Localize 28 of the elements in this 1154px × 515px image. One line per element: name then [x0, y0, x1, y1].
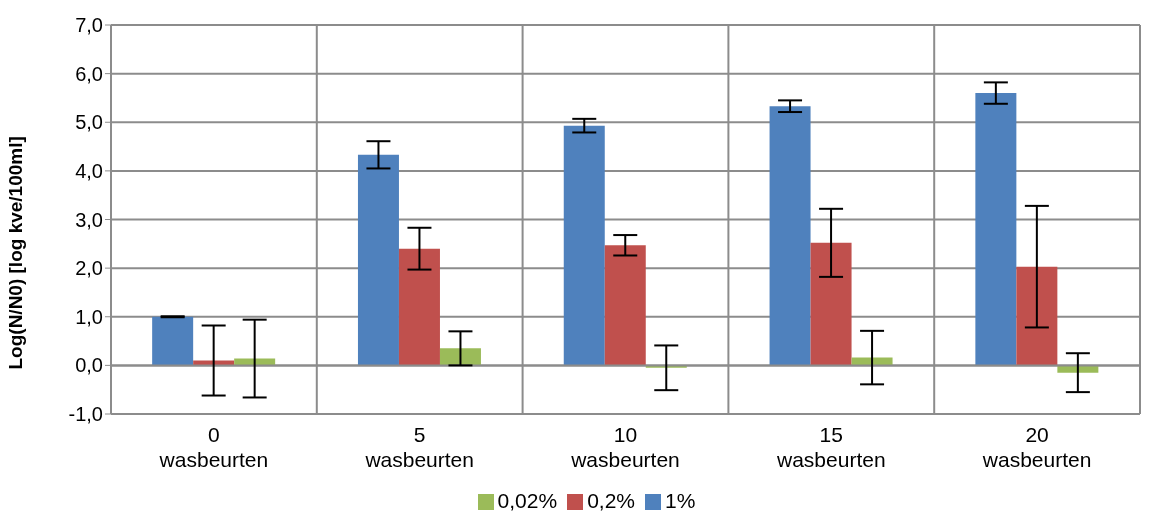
x-tick-label: 15 wasbeurten [776, 423, 886, 471]
bar [810, 242, 852, 366]
y-axis-title: Log(N/N0) [log kve/100ml] [4, 136, 26, 370]
y-tick-label: 6,0 [75, 62, 103, 85]
y-tick-label: 0,0 [75, 354, 103, 377]
bar [398, 248, 440, 366]
legend-label: 1% [665, 489, 696, 512]
legend-label: 0,02% [497, 489, 558, 512]
legend-label: 0,2% [587, 489, 636, 512]
y-tick-label: 3,0 [75, 208, 103, 231]
bar [769, 106, 811, 366]
bar [563, 125, 605, 366]
y-tick-label: 5,0 [75, 111, 103, 134]
x-tick-label: 20 wasbeurten [981, 423, 1092, 471]
y-tick-label: 2,0 [75, 257, 103, 280]
bar [1057, 365, 1099, 373]
bar [357, 154, 399, 366]
x-tick-label: 10 wasbeurten [570, 423, 680, 471]
y-tick-label: 7,0 [75, 14, 103, 37]
bar [1016, 266, 1058, 366]
y-tick-label: -1,0 [68, 403, 103, 426]
bar [604, 245, 646, 366]
y-tick-label: 4,0 [75, 159, 103, 182]
x-tick-label: 0 wasbeurten [158, 423, 269, 471]
x-tick-label: 5 wasbeurten [364, 423, 474, 471]
y-tick-label: 1,0 [75, 305, 103, 328]
bar [152, 316, 194, 366]
bar [975, 93, 1017, 366]
